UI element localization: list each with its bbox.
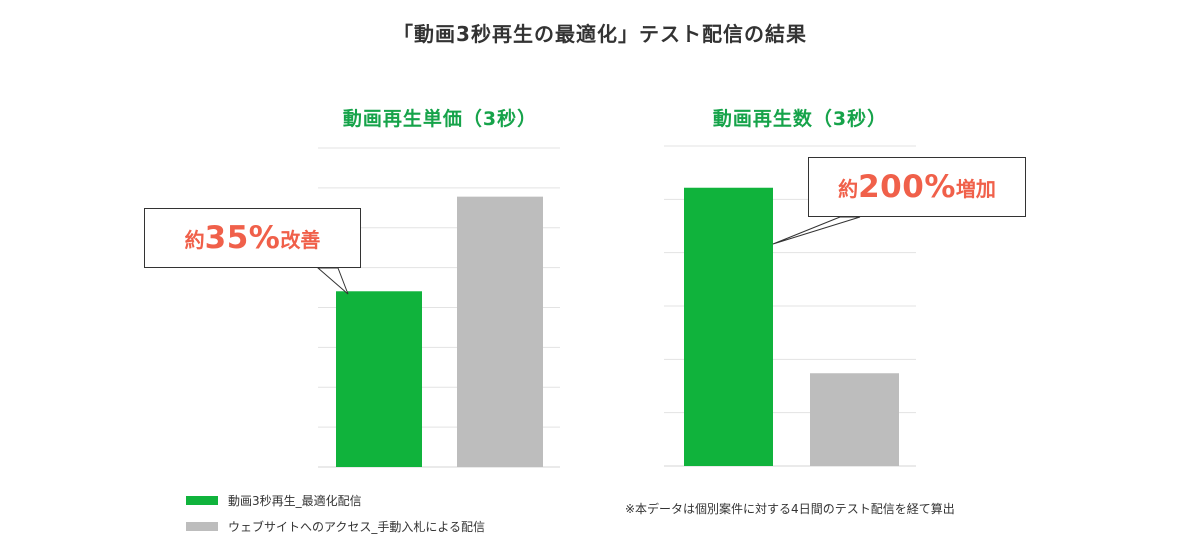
callout-suffix: 増加	[955, 176, 996, 201]
footnote: ※本データは個別案件に対する4日間のテスト配信を経て算出	[625, 502, 955, 516]
callout-value: 35%	[204, 220, 281, 256]
cost-per-view-chart	[318, 147, 560, 468]
callout-prefix: 約	[184, 227, 205, 252]
legend-swatch-gray	[186, 521, 218, 531]
legend: 動画3秒再生_最適化配信 ウェブサイトへのアクセス_手動入札による配信	[186, 492, 485, 544]
legend-label: ウェブサイトへのアクセス_手動入札による配信	[228, 519, 486, 534]
legend-item-optimized: 動画3秒再生_最適化配信	[186, 492, 485, 508]
callout-prefix: 約	[838, 176, 859, 201]
callout-value: 200%	[858, 169, 956, 205]
callout-suffix: 改善	[280, 227, 321, 252]
bar-manual	[457, 196, 543, 467]
chart-title-cost-per-view: 動画再生単価（3秒）	[342, 108, 538, 130]
page-title: 「動画3秒再生の最適化」テスト配信の結果	[393, 22, 807, 46]
chart-title-view-count: 動画再生数（3秒）	[712, 108, 888, 130]
legend-label: 動画3秒再生_最適化配信	[228, 493, 362, 508]
bar-manual	[810, 373, 899, 466]
legend-swatch-green	[186, 495, 218, 505]
legend-item-manual: ウェブサイトへのアクセス_手動入札による配信	[186, 518, 485, 534]
callout-improvement: 約 35% 改善	[144, 208, 361, 268]
bar-optimized	[684, 187, 773, 466]
view-count-chart	[664, 145, 916, 467]
callout-increase: 約 200% 増加	[808, 157, 1026, 217]
bar-optimized	[336, 291, 422, 467]
